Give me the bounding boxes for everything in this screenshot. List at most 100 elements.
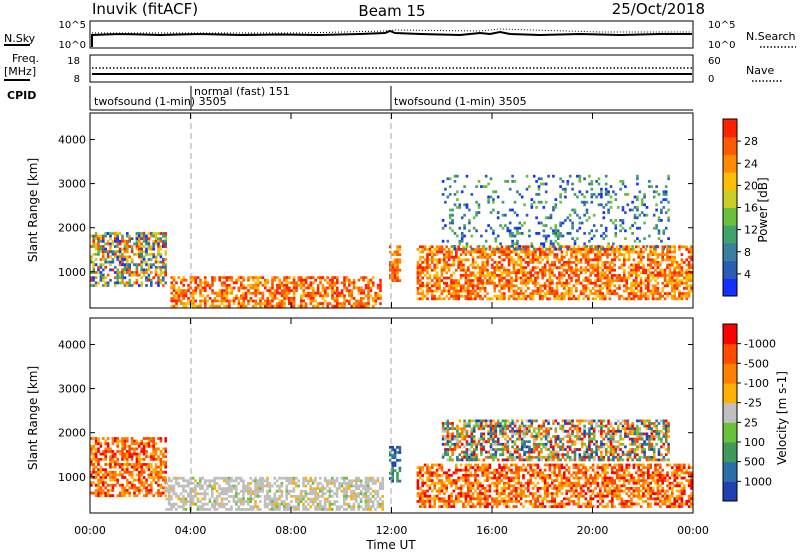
echo-cell xyxy=(307,508,310,511)
echo-cell xyxy=(302,281,305,285)
echo-cell xyxy=(398,466,402,470)
echo-cell xyxy=(307,482,310,485)
echo-cell xyxy=(579,253,583,256)
echo-cell xyxy=(531,261,535,264)
echo-cell xyxy=(491,263,494,267)
echo-cell xyxy=(503,281,506,285)
echo-cell xyxy=(280,294,284,298)
echo-cell xyxy=(109,470,112,474)
echo-cell xyxy=(396,266,399,269)
echo-cell xyxy=(511,174,514,178)
echo-cell xyxy=(505,274,508,277)
echo-cell xyxy=(128,481,131,485)
echo-cell xyxy=(483,494,487,498)
echo-cell xyxy=(302,484,305,488)
echo-cell xyxy=(558,294,561,298)
echo-cell xyxy=(379,284,382,287)
echo-cell xyxy=(644,287,648,290)
echo-cell xyxy=(596,294,600,298)
echo-cell xyxy=(314,489,317,493)
echo-cell xyxy=(170,489,173,493)
echo-cell xyxy=(510,255,513,259)
echo-cell xyxy=(457,266,460,269)
echo-cell xyxy=(685,276,688,280)
echo-cell xyxy=(528,234,531,238)
echo-cell xyxy=(180,278,183,282)
echo-cell xyxy=(348,278,351,282)
echo-cell xyxy=(559,200,562,204)
echo-cell xyxy=(519,289,523,293)
echo-cell xyxy=(471,266,475,269)
echo-cell xyxy=(126,263,129,267)
echo-cell xyxy=(635,268,638,272)
echo-cell xyxy=(133,465,136,469)
echo-cell xyxy=(199,289,202,292)
echo-cell xyxy=(560,284,564,288)
echo-cell xyxy=(142,483,146,487)
echo-cell xyxy=(121,452,124,456)
echo-cell xyxy=(619,219,622,222)
echo-cell xyxy=(428,276,432,280)
echo-cell xyxy=(474,476,477,480)
echo-cell xyxy=(426,497,429,501)
echo-cell xyxy=(474,289,477,293)
echo-cell xyxy=(223,297,226,300)
echo-cell xyxy=(135,234,139,238)
echo-cell xyxy=(300,284,303,287)
echo-cell xyxy=(512,476,516,480)
echo-cell xyxy=(396,271,399,275)
echo-cell xyxy=(357,487,360,490)
echo-cell xyxy=(290,489,293,493)
echo-cell xyxy=(278,476,281,480)
echo-cell xyxy=(164,476,167,479)
echo-cell xyxy=(479,271,482,275)
echo-cell xyxy=(643,213,646,217)
echo-cell xyxy=(649,258,652,262)
echo-cell xyxy=(182,294,185,298)
echo-cell xyxy=(534,463,537,467)
echo-cell xyxy=(167,479,171,483)
echo-cell xyxy=(340,476,344,480)
echo-cell xyxy=(440,271,444,275)
echo-cell xyxy=(314,291,317,295)
echo-cell xyxy=(452,471,456,475)
echo-cell xyxy=(531,258,535,262)
echo-cell xyxy=(471,274,475,277)
echo-cell xyxy=(512,271,516,275)
echo-cell xyxy=(543,250,547,254)
echo-cell xyxy=(175,291,178,295)
echo-cell xyxy=(619,224,622,227)
echo-cell xyxy=(138,247,141,251)
echo-cell xyxy=(97,491,100,495)
echo-cell xyxy=(302,479,305,483)
echo-cell xyxy=(152,276,155,280)
echo-cell xyxy=(664,226,668,230)
echo-cell xyxy=(659,297,662,301)
echo-cell xyxy=(455,479,458,482)
echo-cell xyxy=(440,245,444,249)
echo-cell xyxy=(572,294,576,298)
echo-cell xyxy=(391,266,394,269)
echo-cell xyxy=(475,185,478,188)
echo-cell xyxy=(428,476,432,480)
echo-cell xyxy=(336,286,339,290)
echo-cell xyxy=(471,505,475,508)
echo-cell xyxy=(572,268,576,272)
echo-cell xyxy=(440,489,444,493)
echo-cell xyxy=(639,279,643,282)
echo-cell xyxy=(428,253,432,256)
echo-cell xyxy=(223,492,226,496)
echo-cell xyxy=(639,248,643,251)
echo-cell xyxy=(614,219,618,222)
echo-cell xyxy=(456,198,459,201)
echo-cell xyxy=(326,479,329,483)
echo-cell xyxy=(295,505,298,509)
echo-cell xyxy=(500,487,504,490)
echo-cell xyxy=(467,281,470,285)
echo-cell xyxy=(534,471,537,475)
colorbar-segment xyxy=(723,189,737,208)
echo-cell xyxy=(661,268,664,272)
echo-cell xyxy=(567,266,571,269)
echo-cell xyxy=(651,271,655,275)
echo-cell xyxy=(304,492,308,496)
